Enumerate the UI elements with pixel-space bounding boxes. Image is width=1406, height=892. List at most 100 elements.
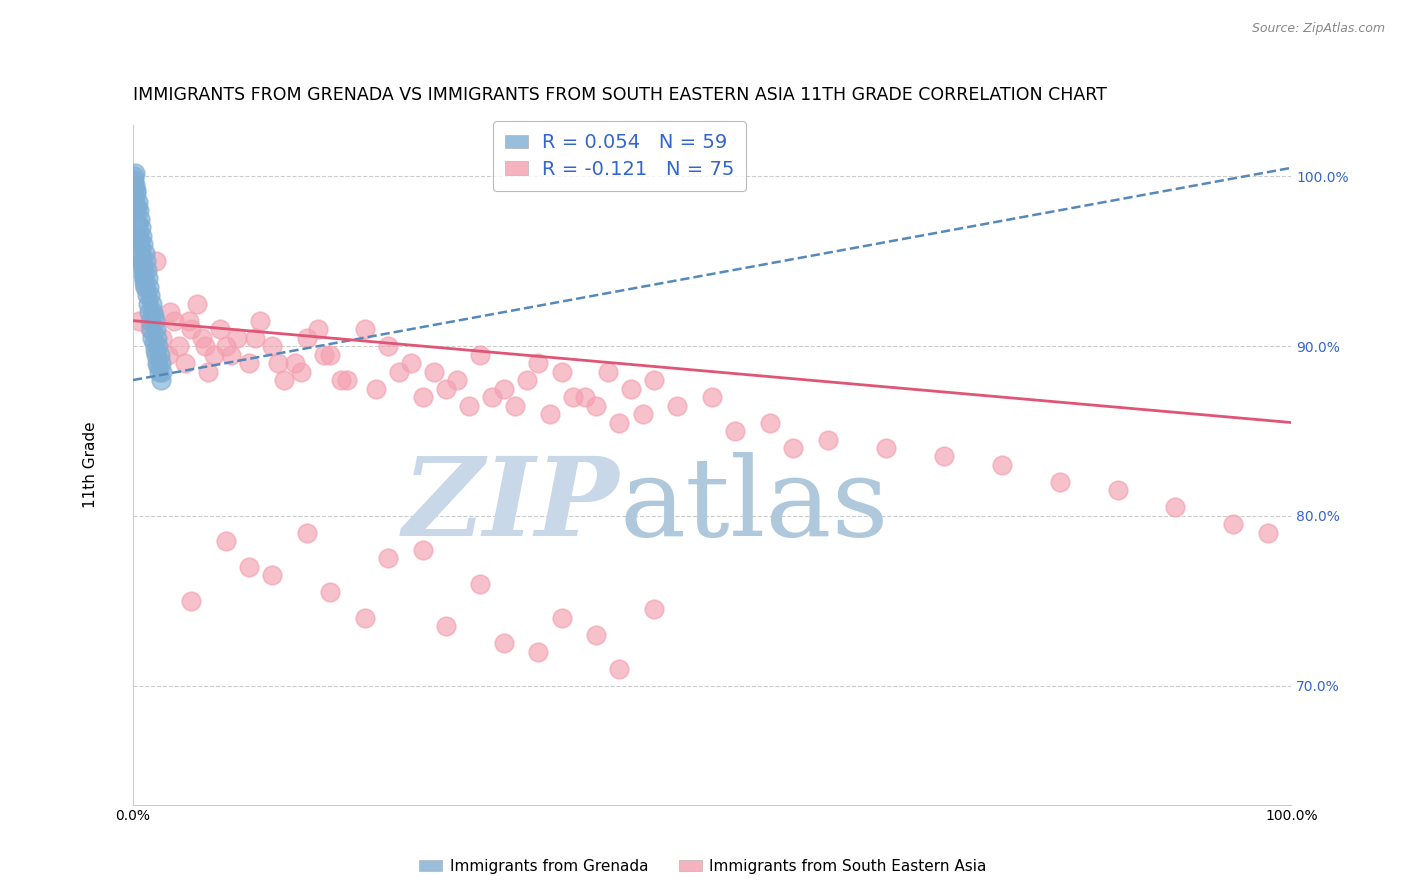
- Point: [319, 348, 342, 362]
- Point: [138, 305, 160, 319]
- Point: [125, 183, 148, 197]
- Point: [146, 356, 169, 370]
- Point: [666, 399, 689, 413]
- Point: [412, 542, 434, 557]
- Point: [124, 178, 146, 192]
- Point: [260, 568, 283, 582]
- Point: [135, 288, 157, 302]
- Point: [527, 645, 550, 659]
- Point: [470, 577, 492, 591]
- Point: [180, 322, 202, 336]
- Point: [124, 191, 146, 205]
- Point: [131, 228, 153, 243]
- Point: [620, 382, 643, 396]
- Point: [128, 313, 150, 327]
- Point: [609, 416, 631, 430]
- Point: [446, 373, 468, 387]
- Point: [238, 356, 260, 370]
- Point: [127, 217, 149, 231]
- Point: [295, 525, 318, 540]
- Point: [145, 348, 167, 362]
- Point: [169, 339, 191, 353]
- Point: [156, 348, 179, 362]
- Point: [129, 245, 152, 260]
- Point: [458, 399, 481, 413]
- Legend: R = 0.054   N = 59, R = -0.121   N = 75: R = 0.054 N = 59, R = -0.121 N = 75: [494, 121, 745, 191]
- Point: [142, 335, 165, 350]
- Point: [131, 258, 153, 272]
- Point: [125, 203, 148, 218]
- Point: [125, 186, 148, 201]
- Point: [585, 399, 607, 413]
- Point: [388, 365, 411, 379]
- Point: [139, 313, 162, 327]
- Point: [574, 390, 596, 404]
- Point: [135, 262, 157, 277]
- Point: [260, 339, 283, 353]
- Point: [353, 611, 375, 625]
- Point: [186, 296, 208, 310]
- Point: [307, 322, 329, 336]
- Point: [412, 390, 434, 404]
- Point: [141, 322, 163, 336]
- Point: [132, 268, 155, 282]
- Point: [197, 365, 219, 379]
- Point: [377, 339, 399, 353]
- Point: [503, 399, 526, 413]
- Point: [875, 441, 897, 455]
- Point: [162, 313, 184, 327]
- Point: [136, 271, 159, 285]
- Point: [145, 322, 167, 336]
- Point: [148, 365, 170, 379]
- Point: [124, 181, 146, 195]
- Point: [145, 254, 167, 268]
- Point: [122, 172, 145, 186]
- Point: [146, 331, 169, 345]
- Point: [550, 365, 572, 379]
- Point: [134, 245, 156, 260]
- Text: Source: ZipAtlas.com: Source: ZipAtlas.com: [1251, 22, 1385, 36]
- Point: [238, 560, 260, 574]
- Point: [609, 662, 631, 676]
- Point: [481, 390, 503, 404]
- Point: [290, 365, 312, 379]
- Point: [516, 373, 538, 387]
- Point: [208, 322, 231, 336]
- Point: [138, 279, 160, 293]
- Point: [724, 424, 747, 438]
- Point: [643, 373, 665, 387]
- Point: [759, 416, 782, 430]
- Point: [399, 356, 422, 370]
- Point: [143, 343, 166, 357]
- Point: [336, 373, 359, 387]
- Point: [180, 594, 202, 608]
- Point: [149, 348, 172, 362]
- Legend: Immigrants from Grenada, Immigrants from South Eastern Asia: Immigrants from Grenada, Immigrants from…: [413, 853, 993, 880]
- Point: [134, 279, 156, 293]
- Point: [527, 356, 550, 370]
- Point: [148, 339, 170, 353]
- Text: atlas: atlas: [620, 452, 889, 559]
- Y-axis label: 11th Grade: 11th Grade: [83, 422, 98, 508]
- Point: [596, 365, 619, 379]
- Point: [202, 348, 225, 362]
- Point: [128, 228, 150, 243]
- Point: [139, 322, 162, 336]
- Point: [314, 348, 336, 362]
- Point: [128, 237, 150, 252]
- Point: [132, 262, 155, 277]
- Point: [148, 359, 170, 374]
- Point: [319, 585, 342, 599]
- Point: [143, 313, 166, 327]
- Point: [142, 305, 165, 319]
- Point: [134, 271, 156, 285]
- Point: [128, 234, 150, 248]
- Point: [132, 237, 155, 252]
- Point: [538, 407, 561, 421]
- Point: [174, 356, 197, 370]
- Point: [434, 382, 457, 396]
- Point: [1222, 517, 1244, 532]
- Point: [434, 619, 457, 633]
- Point: [423, 365, 446, 379]
- Point: [177, 313, 200, 327]
